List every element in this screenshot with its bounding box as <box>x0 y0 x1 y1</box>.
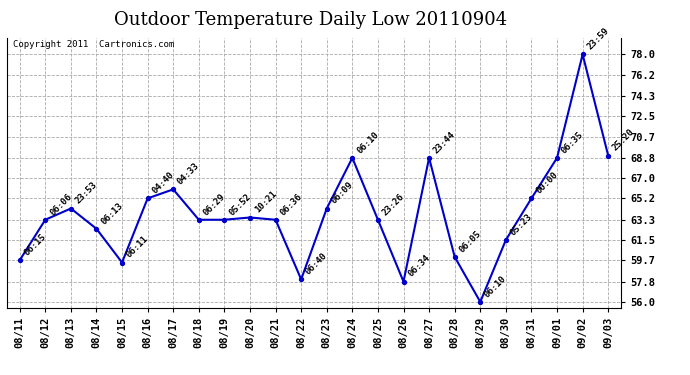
Text: 06:29: 06:29 <box>201 192 227 217</box>
Text: 06:06: 06:06 <box>48 192 73 217</box>
Point <box>347 155 358 161</box>
Point <box>398 279 409 285</box>
Text: 06:36: 06:36 <box>278 192 304 217</box>
Text: 04:40: 04:40 <box>150 170 176 196</box>
Text: 06:35: 06:35 <box>560 130 585 155</box>
Point <box>244 214 255 220</box>
Point <box>424 155 435 161</box>
Text: 05:23: 05:23 <box>509 212 534 237</box>
Point <box>526 195 537 201</box>
Point <box>449 254 460 260</box>
Point <box>193 217 204 223</box>
Text: 06:09: 06:09 <box>330 180 355 206</box>
Point <box>295 276 306 282</box>
Point <box>14 257 26 263</box>
Point <box>270 217 281 223</box>
Text: 23:44: 23:44 <box>432 130 457 155</box>
Text: 06:11: 06:11 <box>125 234 150 260</box>
Text: 04:33: 04:33 <box>176 161 201 187</box>
Text: 06:13: 06:13 <box>99 201 125 226</box>
Text: Copyright 2011  Cartronics.com: Copyright 2011 Cartronics.com <box>13 40 175 49</box>
Point <box>373 217 384 223</box>
Point <box>142 195 153 201</box>
Point <box>219 217 230 223</box>
Text: Outdoor Temperature Daily Low 20110904: Outdoor Temperature Daily Low 20110904 <box>114 11 507 29</box>
Point <box>66 206 77 212</box>
Text: 06:10: 06:10 <box>355 130 380 155</box>
Text: 06:34: 06:34 <box>406 254 432 279</box>
Point <box>602 153 613 159</box>
Text: 06:10: 06:10 <box>483 274 509 299</box>
Text: 23:53: 23:53 <box>74 180 99 206</box>
Text: 06:05: 06:05 <box>457 229 483 254</box>
Text: 00:00: 00:00 <box>534 170 560 196</box>
Text: 23:26: 23:26 <box>381 192 406 217</box>
Text: 23:59: 23:59 <box>585 26 611 52</box>
Text: 05:52: 05:52 <box>227 192 253 217</box>
Text: 06:15: 06:15 <box>23 232 48 258</box>
Point <box>500 237 511 243</box>
Point <box>577 51 588 57</box>
Point <box>117 260 128 266</box>
Point <box>168 186 179 192</box>
Text: 10:21: 10:21 <box>253 189 278 215</box>
Point <box>91 226 102 232</box>
Point <box>322 206 333 212</box>
Text: 06:40: 06:40 <box>304 251 329 277</box>
Point <box>551 155 562 161</box>
Point <box>475 299 486 305</box>
Text: 25:20: 25:20 <box>611 128 636 153</box>
Point <box>40 217 51 223</box>
